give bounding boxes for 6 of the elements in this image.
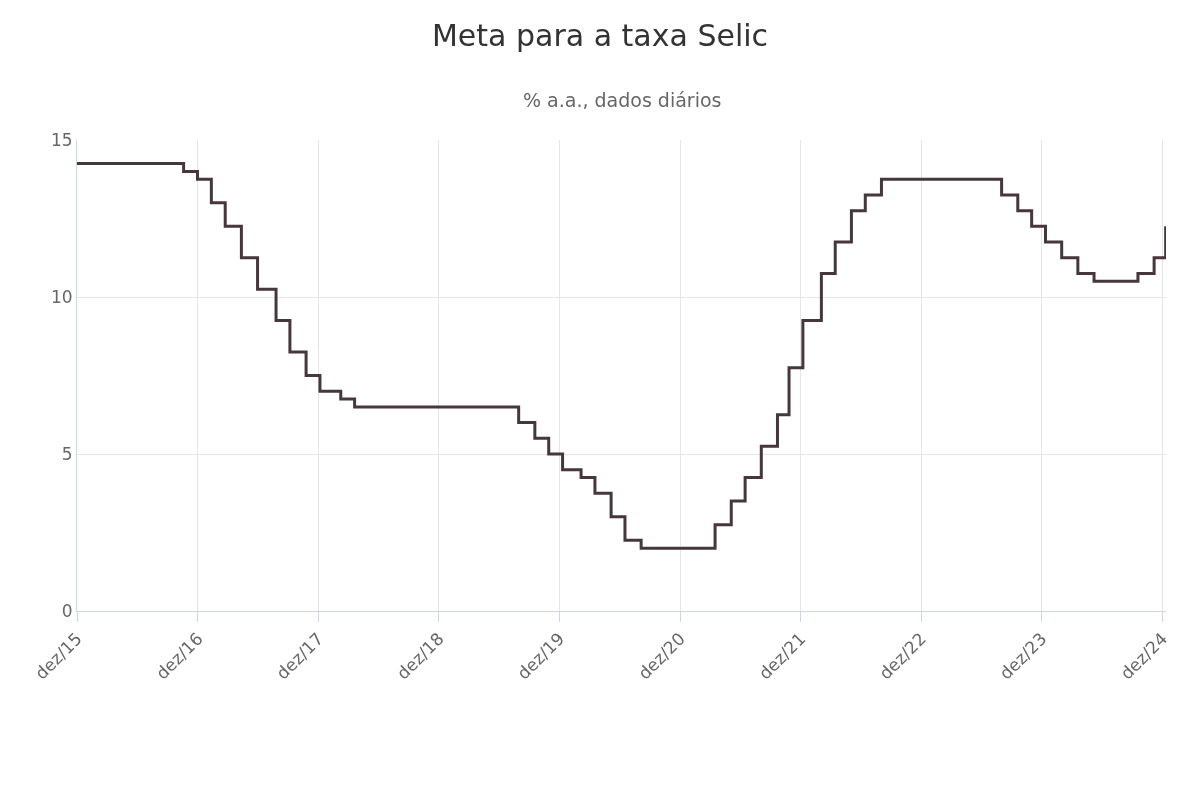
y-tick-label: 15 [50, 129, 73, 150]
y-tick-label: 5 [61, 443, 73, 464]
chart-subtitle: % a.a., dados diários [523, 89, 722, 111]
y-tick-label: 0 [61, 600, 73, 621]
y-tick-label: 10 [50, 286, 73, 307]
chart-title: Meta para a taxa Selic [431, 17, 769, 53]
